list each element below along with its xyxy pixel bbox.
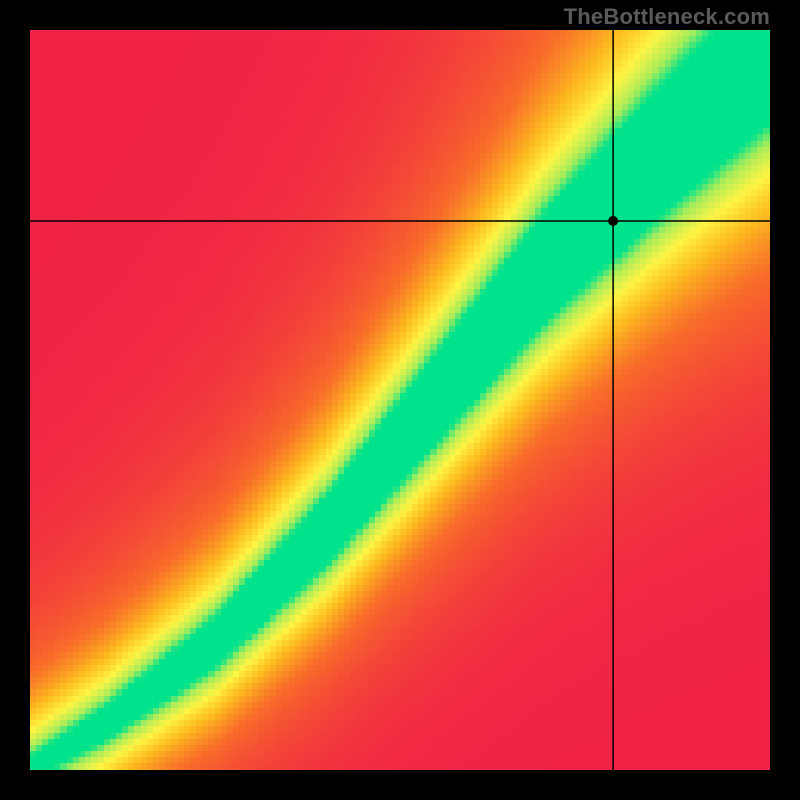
attribution-text: TheBottleneck.com: [564, 4, 770, 30]
chart-container: TheBottleneck.com: [0, 0, 800, 800]
bottleneck-heatmap: [30, 30, 770, 770]
plot-area: [30, 30, 770, 770]
